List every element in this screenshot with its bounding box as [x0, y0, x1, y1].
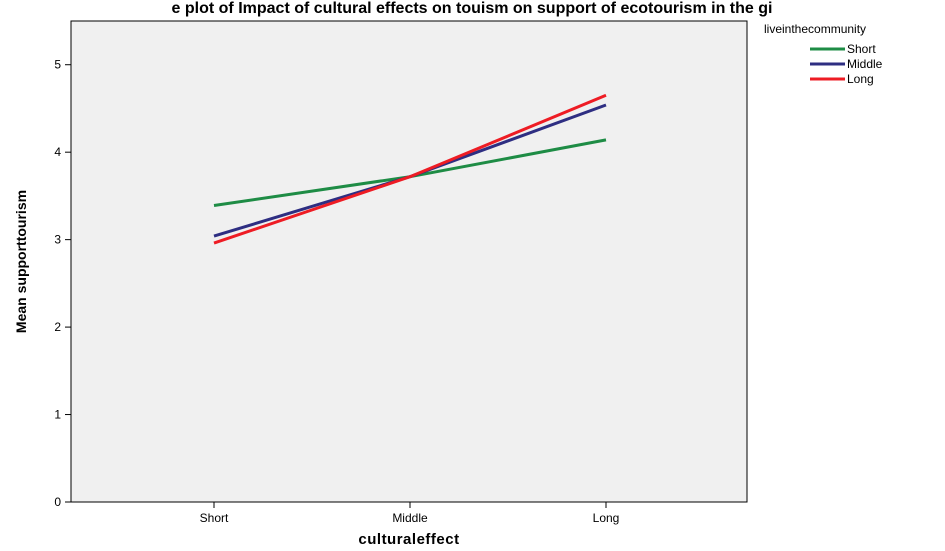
legend-label-middle: Middle [847, 57, 883, 71]
y-tick-label: 3 [54, 233, 61, 247]
y-tick-label: 1 [54, 408, 61, 422]
plot-area [70, 20, 748, 503]
y-tick-label: 2 [54, 320, 61, 334]
series-lines [213, 93, 607, 245]
x-tick-label: Middle [392, 511, 428, 525]
x-tick-label: Long [593, 511, 620, 525]
y-tick-label: 0 [54, 495, 61, 509]
y-axis-title: Mean supporttourism [13, 190, 29, 333]
y-axis: 0 1 2 3 4 5 [54, 58, 71, 509]
legend-title: liveinthecommunity [764, 22, 866, 36]
x-axis: Short Middle Long [200, 502, 620, 525]
x-tick-label: Short [200, 511, 229, 525]
y-tick-label: 4 [54, 145, 61, 159]
legend-label-long: Long [847, 72, 874, 86]
y-tick-label: 5 [54, 58, 61, 72]
legend-label-short: Short [847, 42, 876, 56]
series-line-long [213, 93, 607, 245]
chart-title: e plot of Impact of cultural effects on … [172, 0, 773, 17]
x-axis-title: culturaleffect [358, 531, 459, 548]
